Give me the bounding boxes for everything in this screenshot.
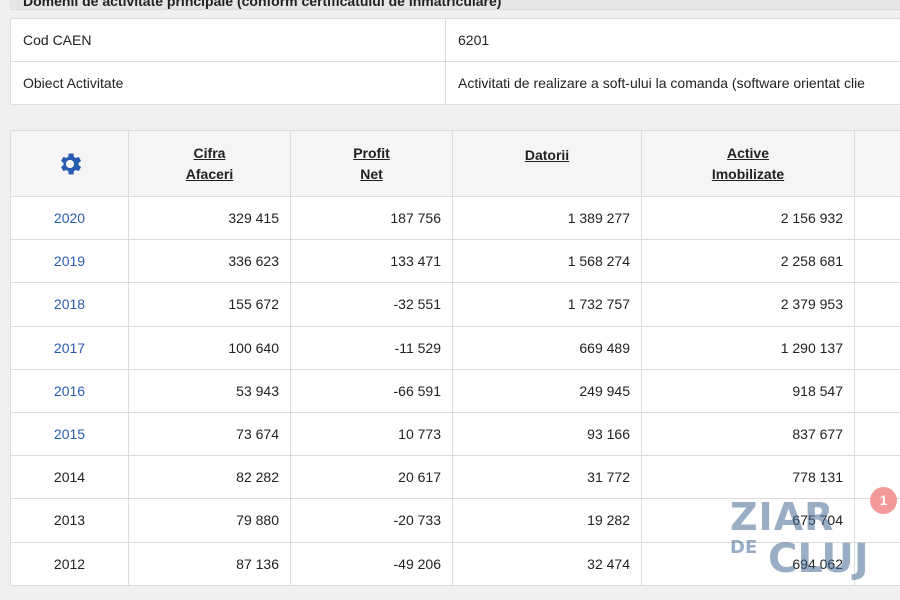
table-row: 2015 73 674 10 773 93 166 837 677 bbox=[10, 411, 900, 457]
extra-cell bbox=[854, 541, 900, 586]
profit-net-cell: 187 756 bbox=[290, 195, 453, 241]
active-imobilizate-cell: 2 258 681 bbox=[641, 239, 855, 284]
table-row: 2012 87 136 -49 206 32 474 694 062 bbox=[10, 541, 900, 586]
gear-icon[interactable] bbox=[56, 150, 84, 178]
table-row: 2017 100 640 -11 529 669 489 1 290 137 bbox=[10, 325, 900, 370]
datorii-cell: 669 489 bbox=[452, 325, 642, 370]
notification-badge[interactable]: 1 bbox=[870, 487, 897, 514]
profit-net-cell: -20 733 bbox=[290, 498, 453, 543]
datorii-cell: 1 732 757 bbox=[452, 282, 642, 327]
cifra-afaceri-cell: 336 623 bbox=[128, 239, 291, 284]
info-row-activity: Obiect Activitate Activitati de realizar… bbox=[10, 61, 900, 105]
datorii-cell: 32 474 bbox=[452, 541, 642, 586]
active-imobilizate-cell: 2 156 932 bbox=[641, 195, 855, 241]
info-value: Activitati de realizare a soft-ului la c… bbox=[445, 61, 900, 105]
info-label: Cod CAEN bbox=[10, 18, 446, 62]
year-link[interactable]: 2017 bbox=[10, 325, 129, 370]
extra-cell bbox=[854, 368, 900, 413]
info-row-caen: Cod CAEN 6201 bbox=[10, 18, 900, 62]
info-label: Obiect Activitate bbox=[10, 61, 446, 105]
profit-net-cell: -32 551 bbox=[290, 282, 453, 327]
profit-net-cell: -66 591 bbox=[290, 368, 453, 413]
year-link[interactable]: 2020 bbox=[10, 195, 129, 241]
table-row: 2020 329 415 187 756 1 389 277 2 156 932 bbox=[10, 195, 900, 241]
cifra-afaceri-cell: 155 672 bbox=[128, 282, 291, 327]
datorii-cell: 31 772 bbox=[452, 455, 642, 500]
header-datorii[interactable]: Datorii bbox=[452, 130, 642, 197]
year-link: 2012 bbox=[10, 541, 129, 586]
active-imobilizate-cell: 778 131 bbox=[641, 455, 855, 500]
datorii-cell: 1 389 277 bbox=[452, 195, 642, 241]
profit-net-cell: 10 773 bbox=[290, 411, 453, 457]
active-imobilizate-cell: 837 677 bbox=[641, 411, 855, 457]
header-cifra-afaceri[interactable]: Cifra Afaceri bbox=[128, 130, 291, 197]
year-link[interactable]: 2019 bbox=[10, 239, 129, 284]
profit-net-cell: -49 206 bbox=[290, 541, 453, 586]
datorii-cell: 19 282 bbox=[452, 498, 642, 543]
company-info-table: Cod CAEN 6201 Obiect Activitate Activita… bbox=[10, 18, 900, 105]
year-link[interactable]: 2015 bbox=[10, 411, 129, 457]
header-active-imobilizate[interactable]: Active Imobilizate bbox=[641, 130, 855, 197]
active-imobilizate-cell: 918 547 bbox=[641, 368, 855, 413]
year-link[interactable]: 2018 bbox=[10, 282, 129, 327]
table-row: 2016 53 943 -66 591 249 945 918 547 bbox=[10, 368, 900, 413]
table-row: 2013 79 880 -20 733 19 282 675 704 bbox=[10, 498, 900, 543]
active-imobilizate-cell: 1 290 137 bbox=[641, 325, 855, 370]
section-title: Domenii de activitate principale (confor… bbox=[10, 0, 900, 10]
extra-cell bbox=[854, 282, 900, 327]
header-extra-column bbox=[854, 130, 900, 197]
profit-net-cell: 20 617 bbox=[290, 455, 453, 500]
datorii-cell: 1 568 274 bbox=[452, 239, 642, 284]
profit-net-cell: -11 529 bbox=[290, 325, 453, 370]
extra-cell bbox=[854, 239, 900, 284]
cifra-afaceri-cell: 82 282 bbox=[128, 455, 291, 500]
financial-table: Cifra Afaceri Profit Net Datorii Active … bbox=[10, 130, 900, 586]
profit-net-cell: 133 471 bbox=[290, 239, 453, 284]
settings-header[interactable] bbox=[10, 130, 129, 197]
cifra-afaceri-cell: 73 674 bbox=[128, 411, 291, 457]
table-row: 2018 155 672 -32 551 1 732 757 2 379 953 bbox=[10, 282, 900, 327]
extra-cell bbox=[854, 325, 900, 370]
datorii-cell: 249 945 bbox=[452, 368, 642, 413]
year-link[interactable]: 2016 bbox=[10, 368, 129, 413]
active-imobilizate-cell: 694 062 bbox=[641, 541, 855, 586]
year-link: 2014 bbox=[10, 455, 129, 500]
cifra-afaceri-cell: 329 415 bbox=[128, 195, 291, 241]
cifra-afaceri-cell: 53 943 bbox=[128, 368, 291, 413]
cifra-afaceri-cell: 100 640 bbox=[128, 325, 291, 370]
year-link: 2013 bbox=[10, 498, 129, 543]
info-value: 6201 bbox=[445, 18, 900, 62]
ziar-de-cluj-logo: ZIAR DE CLUJ bbox=[730, 495, 869, 582]
table-row: 2014 82 282 20 617 31 772 778 131 bbox=[10, 455, 900, 500]
cifra-afaceri-cell: 79 880 bbox=[128, 498, 291, 543]
active-imobilizate-cell: 2 379 953 bbox=[641, 282, 855, 327]
extra-cell bbox=[854, 195, 900, 241]
cifra-afaceri-cell: 87 136 bbox=[128, 541, 291, 586]
extra-cell bbox=[854, 411, 900, 457]
header-profit-net[interactable]: Profit Net bbox=[290, 130, 453, 197]
table-header-row: Cifra Afaceri Profit Net Datorii Active … bbox=[10, 130, 900, 197]
table-row: 2019 336 623 133 471 1 568 274 2 258 681 bbox=[10, 239, 900, 284]
datorii-cell: 93 166 bbox=[452, 411, 642, 457]
